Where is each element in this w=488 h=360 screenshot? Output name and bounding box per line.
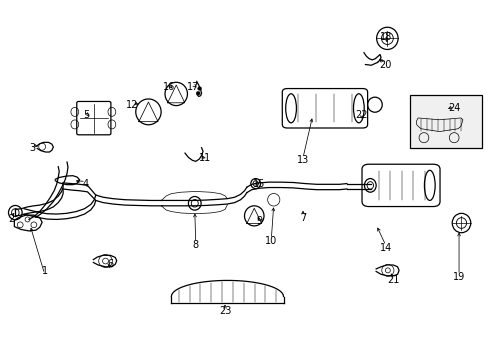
Text: 13: 13 (296, 155, 308, 165)
Text: 22: 22 (355, 111, 367, 121)
Text: 24: 24 (447, 103, 459, 113)
Text: 6: 6 (107, 259, 113, 269)
Text: 2: 2 (8, 215, 15, 224)
Text: 19: 19 (452, 272, 464, 282)
Text: 18: 18 (379, 32, 391, 41)
Text: 20: 20 (379, 60, 391, 70)
Text: 4: 4 (83, 179, 89, 189)
Text: 1: 1 (41, 266, 47, 276)
Text: 16: 16 (163, 82, 175, 92)
Text: 14: 14 (379, 243, 391, 253)
Text: 10: 10 (264, 236, 277, 246)
Text: 23: 23 (218, 306, 231, 316)
Text: 5: 5 (83, 111, 89, 121)
Text: 17: 17 (187, 82, 199, 92)
Text: 11: 11 (199, 153, 211, 163)
Bar (409, 95, 482, 148)
Text: 8: 8 (192, 239, 199, 249)
Text: 12: 12 (126, 100, 138, 110)
Text: 3: 3 (29, 143, 35, 153)
Ellipse shape (197, 87, 201, 90)
Text: 7: 7 (299, 213, 305, 222)
Ellipse shape (196, 91, 200, 95)
Text: 9: 9 (256, 216, 262, 226)
Text: 15: 15 (252, 179, 265, 189)
Text: 21: 21 (386, 275, 399, 285)
